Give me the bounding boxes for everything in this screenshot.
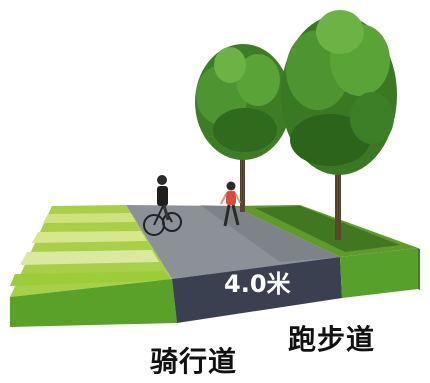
right-lawn-shadow — [255, 206, 400, 252]
path-top-shade — [200, 205, 340, 262]
path-front — [172, 257, 342, 323]
left-lawn-front — [10, 279, 177, 327]
tree-right-trunk — [335, 130, 341, 240]
path-width-label: 4.0米 — [224, 270, 291, 298]
lawn-stripe-1 — [43, 213, 136, 223]
bike-lane-label: 骑行道 — [150, 345, 238, 378]
lawn-stripe-2 — [32, 231, 147, 243]
tree-left-foliage — [195, 44, 291, 160]
tree-left-trunk — [240, 120, 245, 212]
right-lawn-front — [340, 248, 418, 298]
cyclist-figure — [143, 175, 182, 236]
tree-right-foliage — [281, 10, 397, 175]
runner-figure — [220, 181, 241, 227]
lawn-stripe-4 — [10, 271, 171, 286]
right-lawn-side — [418, 248, 420, 290]
running-track-label: 跑步道 — [288, 323, 376, 356]
lawn-stripe-3 — [20, 250, 159, 265]
